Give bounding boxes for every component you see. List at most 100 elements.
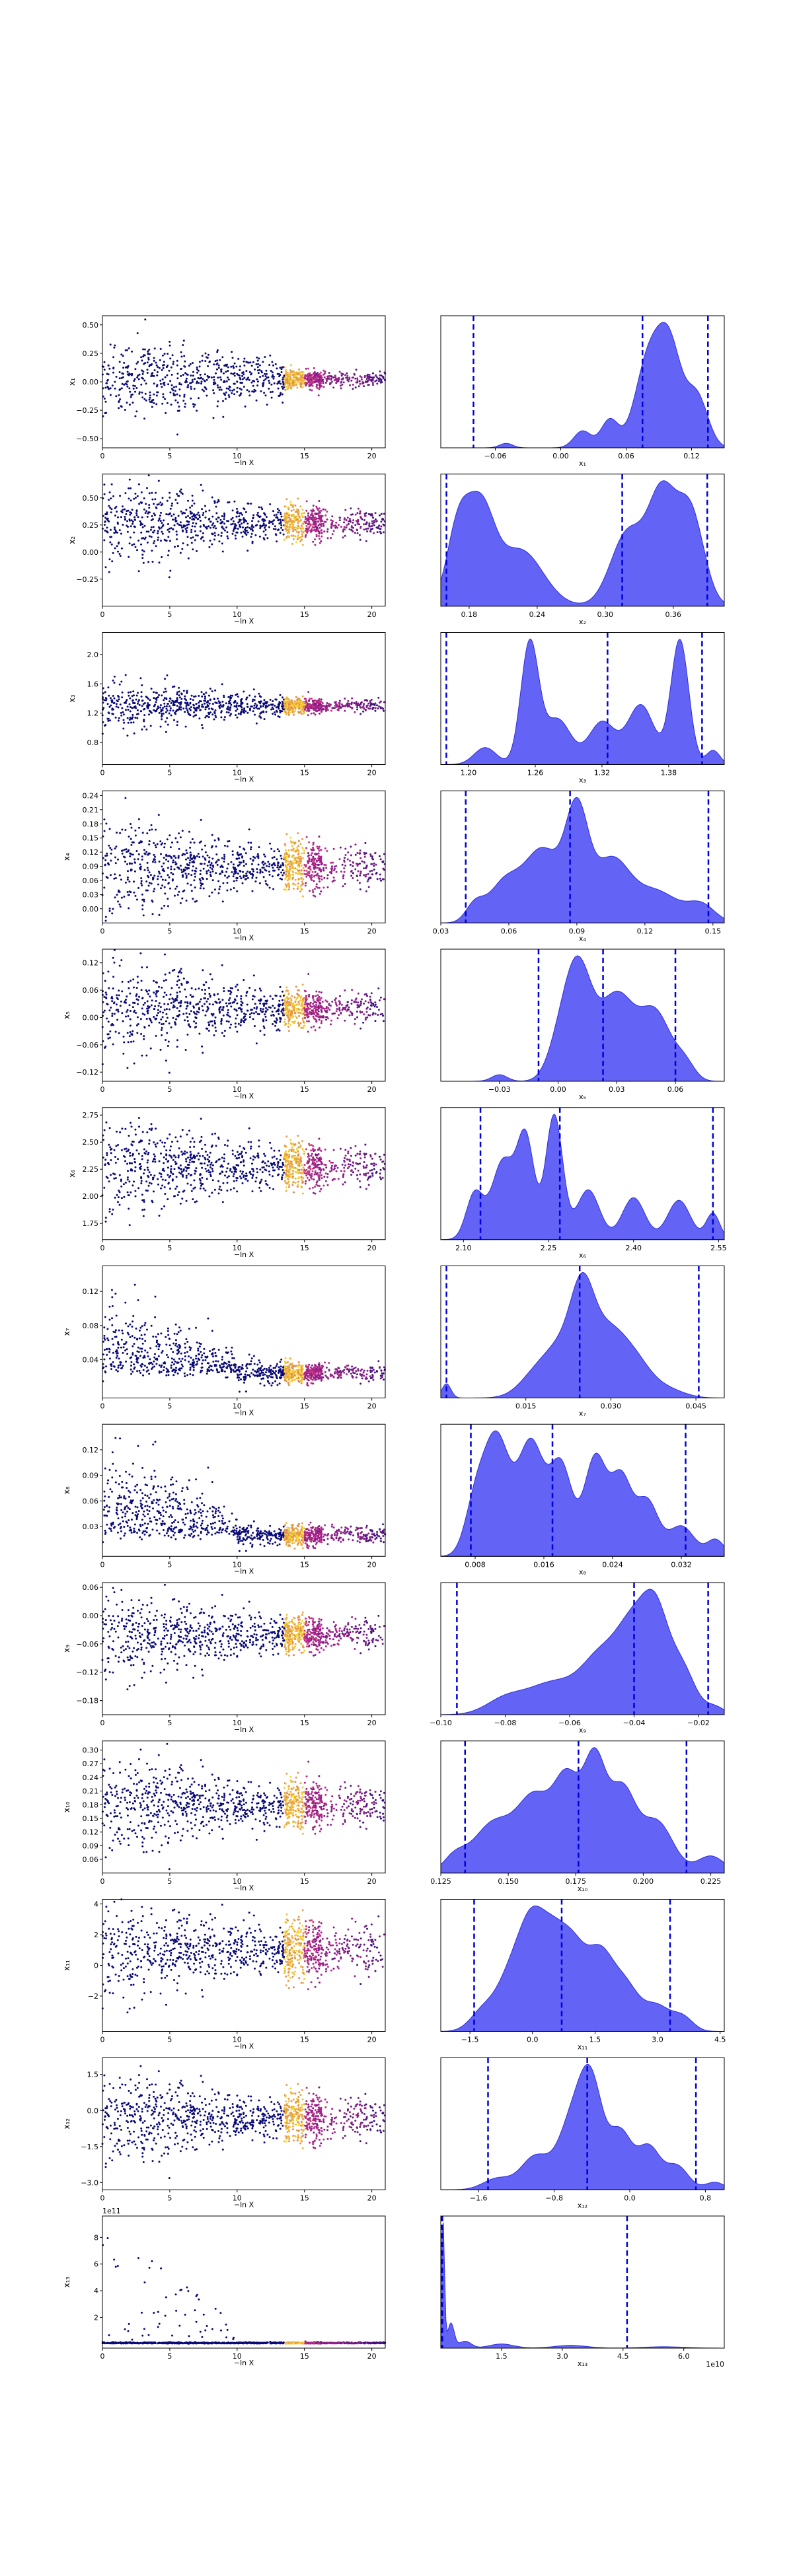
sample-point (312, 843, 315, 846)
sample-point (107, 717, 110, 720)
sample-point (236, 1002, 239, 1005)
sample-point (261, 508, 264, 511)
sample-point (360, 1002, 362, 1005)
sample-point (148, 852, 151, 855)
sample-point (195, 867, 198, 870)
sample-point (139, 840, 142, 843)
sample-point (167, 867, 169, 869)
sample-point (335, 865, 338, 867)
sample-point (170, 527, 172, 530)
sample-point (186, 690, 188, 692)
sample-point (165, 366, 168, 368)
sample-point (130, 691, 132, 694)
sample-point (347, 699, 350, 702)
sample-point (173, 868, 176, 871)
sample-point (251, 868, 254, 871)
sample-point (322, 369, 325, 372)
sample-point (330, 375, 333, 378)
sample-point (198, 516, 201, 519)
sample-point (244, 532, 246, 534)
sample-point (367, 376, 369, 379)
sample-point (375, 376, 378, 378)
sample-point (178, 490, 181, 493)
sample-point (121, 828, 124, 831)
sample-point (186, 536, 189, 538)
sample-point (374, 709, 377, 712)
sample-point (279, 877, 282, 880)
sample-point (310, 513, 313, 516)
sample-point (262, 863, 265, 866)
sample-point (178, 986, 180, 989)
sample-point (120, 878, 122, 881)
sample-point (323, 877, 326, 879)
sample-point (325, 380, 328, 382)
sample-point (169, 887, 171, 890)
sample-point (304, 516, 307, 518)
sample-point (253, 707, 255, 709)
sample-point (241, 1011, 243, 1013)
sample-point (307, 379, 309, 382)
sample-point (160, 504, 163, 507)
sample-point (383, 513, 385, 515)
sample-point (313, 1025, 315, 1028)
sample-point (297, 513, 299, 515)
sample-point (140, 696, 143, 698)
sample-point (266, 884, 269, 886)
sample-point (192, 856, 195, 859)
sample-point (186, 711, 189, 713)
sample-point (322, 508, 324, 511)
y-tick-label: 0.24 (83, 791, 99, 800)
sample-point (183, 396, 186, 398)
sample-point (163, 353, 166, 355)
sample-point (229, 702, 232, 705)
sample-point (120, 516, 122, 519)
sample-point (291, 873, 294, 876)
sample-point (204, 360, 207, 363)
sample-point (331, 520, 334, 522)
sample-point (143, 1026, 146, 1028)
sample-point (185, 877, 188, 879)
sample-point (301, 533, 303, 536)
sample-point (314, 871, 317, 873)
sample-point (201, 705, 204, 708)
sample-point (126, 863, 129, 865)
sample-point (346, 524, 348, 526)
sample-point (295, 371, 298, 374)
sample-point (314, 699, 316, 701)
sample-point (141, 893, 143, 896)
sample-point (262, 520, 265, 523)
sample-point (160, 875, 163, 878)
sample-point (279, 694, 282, 696)
sample-point (216, 384, 219, 386)
sample-point (248, 526, 251, 529)
sample-point (252, 875, 254, 877)
sample-point (344, 698, 346, 700)
sample-point (202, 969, 204, 972)
sample-point (135, 510, 138, 513)
sample-point (222, 1014, 225, 1017)
sample-point (131, 509, 133, 511)
sample-point (262, 522, 265, 525)
sample-point (173, 704, 176, 706)
sample-point (230, 703, 233, 706)
sample-point (180, 491, 182, 494)
sample-point (246, 522, 249, 525)
sample-point (222, 528, 225, 530)
sample-point (291, 883, 294, 886)
sample-point (118, 683, 121, 686)
sample-point (350, 526, 353, 528)
sample-point (161, 532, 164, 535)
sample-point (158, 913, 161, 916)
sample-point (297, 832, 299, 835)
sample-point (324, 371, 326, 373)
sample-point (239, 845, 241, 848)
trace-axes-frame (102, 632, 386, 765)
sample-point (355, 369, 358, 371)
sample-point (379, 855, 381, 857)
sample-point (225, 398, 227, 400)
sample-point (239, 369, 241, 371)
sample-point (354, 1018, 356, 1020)
sample-point (115, 395, 118, 398)
sample-point (344, 847, 347, 850)
sample-point (169, 846, 172, 849)
